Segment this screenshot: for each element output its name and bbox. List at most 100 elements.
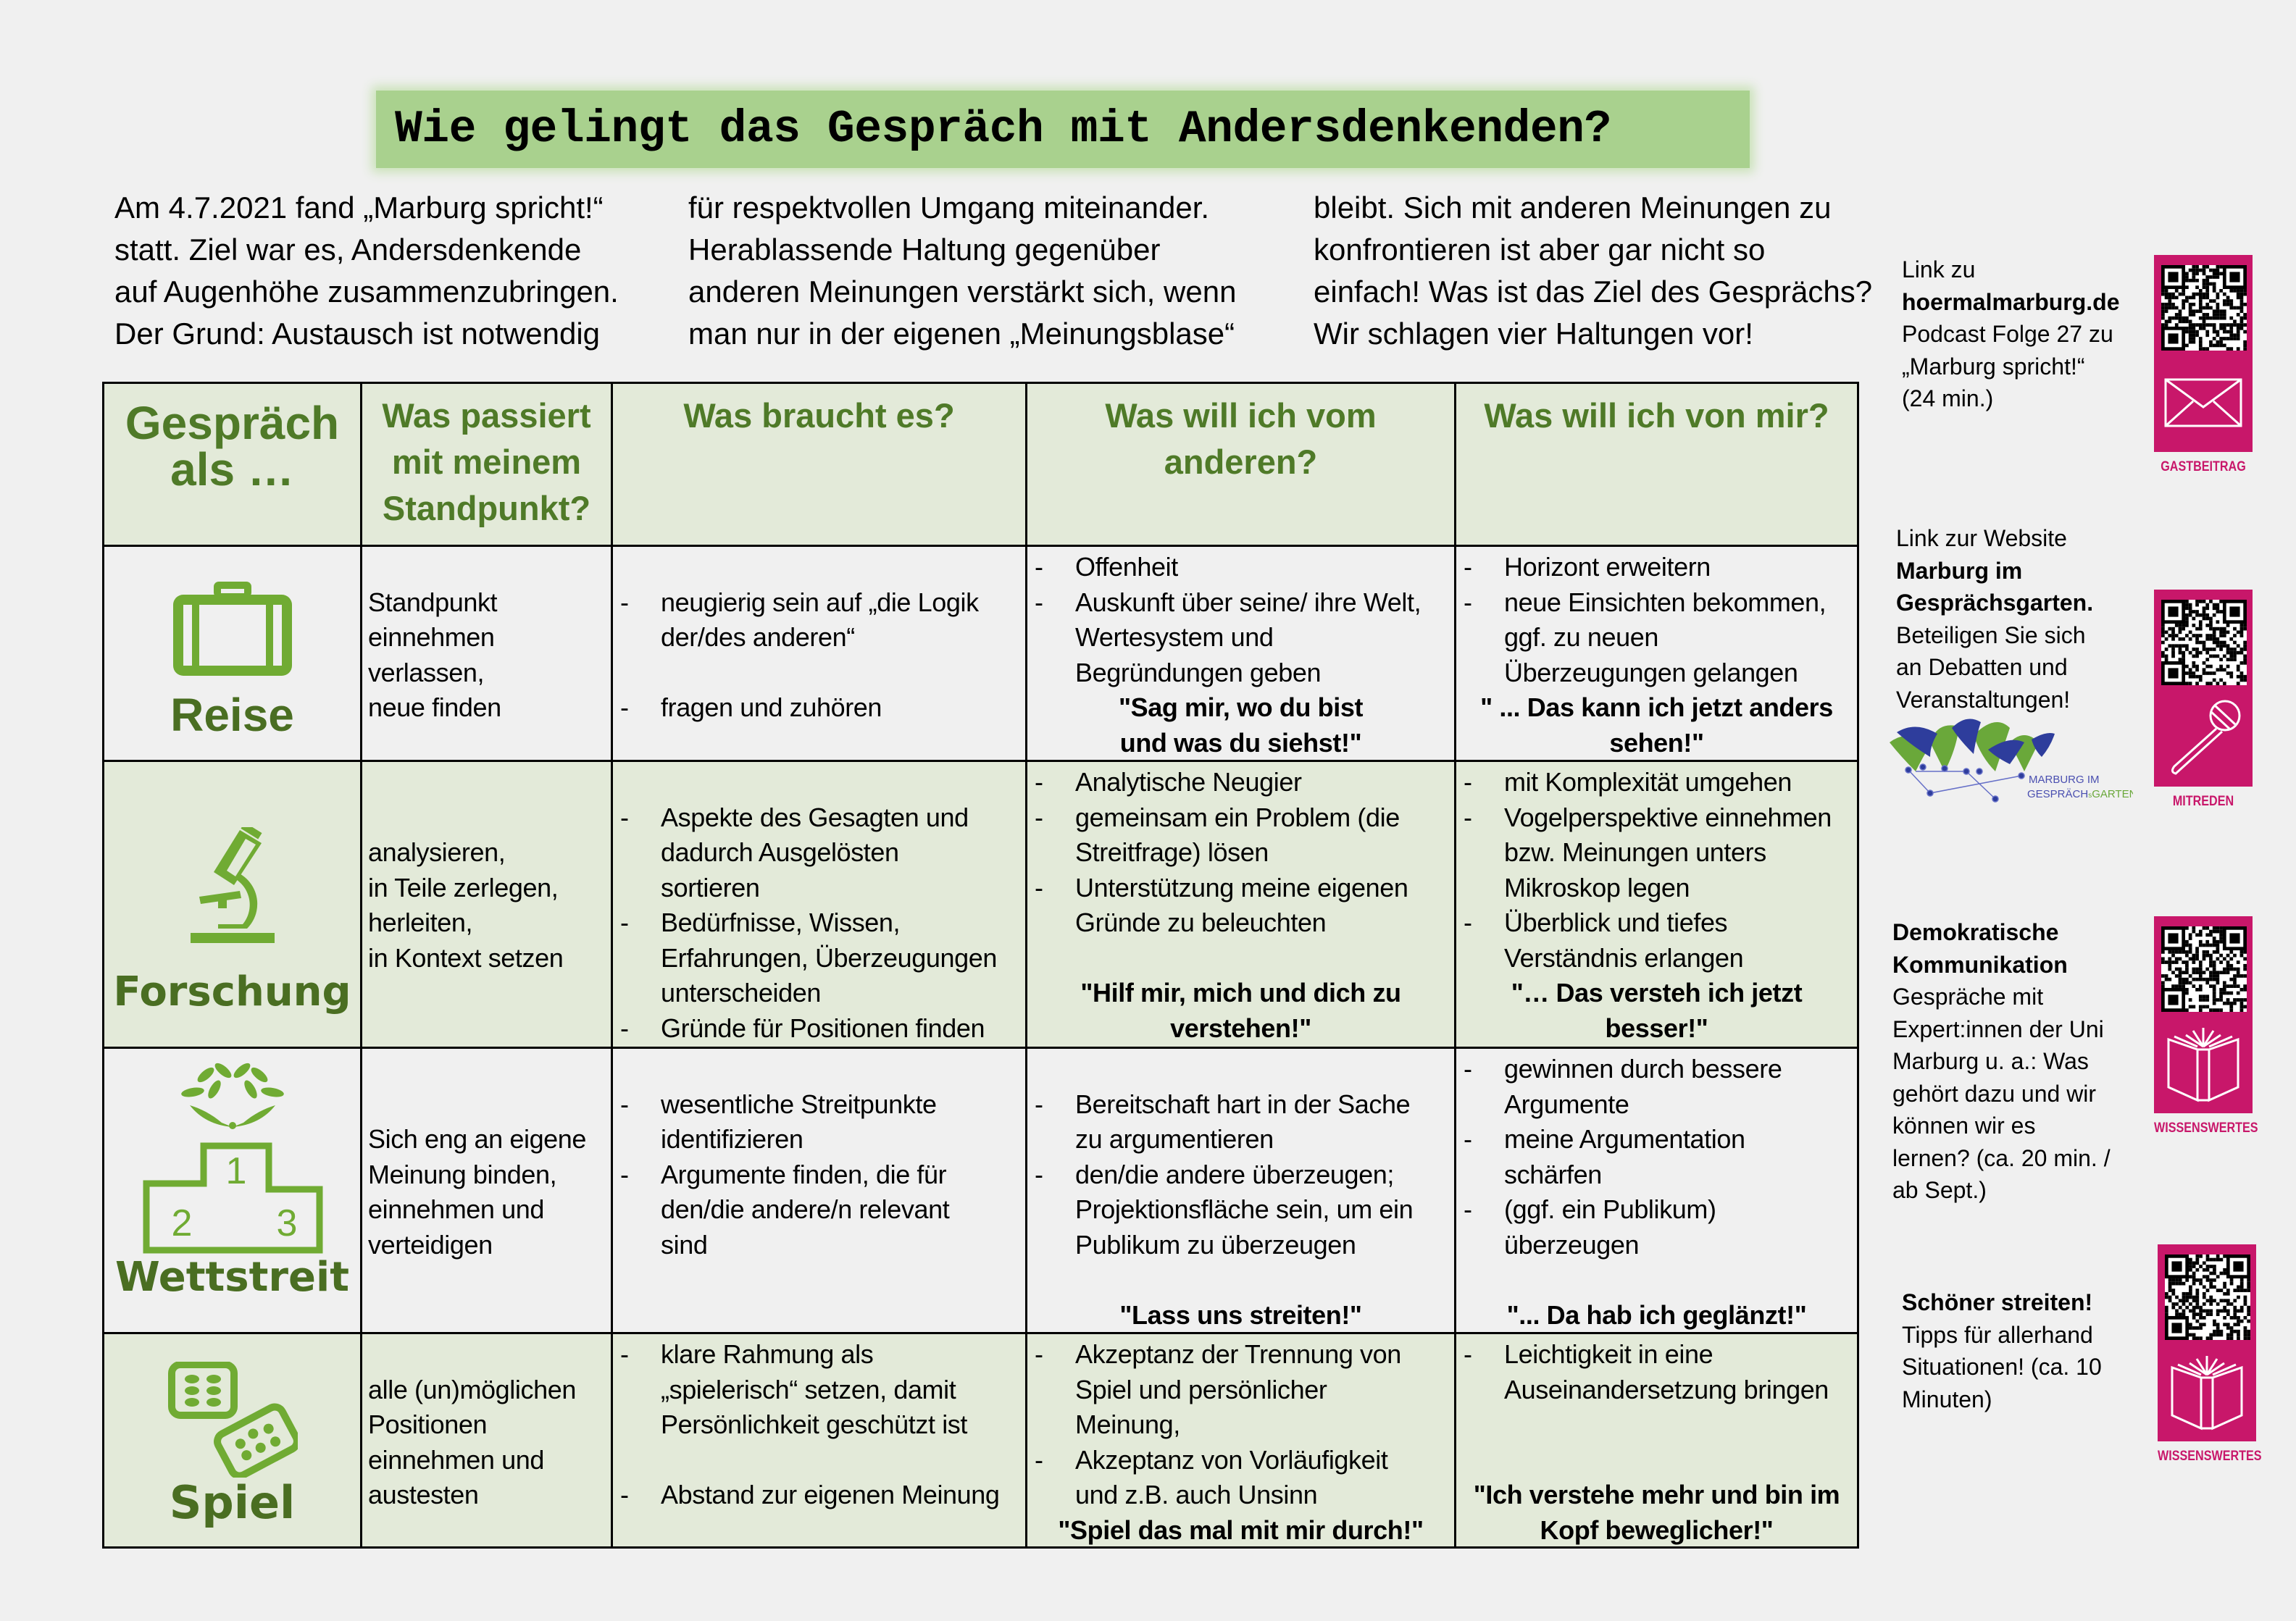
link-title: Demokratische [1892, 919, 2059, 945]
cell-line [362, 800, 611, 836]
qr-code-icon[interactable] [2161, 264, 2247, 351]
cell-line: Standpunkt [368, 587, 498, 617]
table-cell: gewinnen durch bessereArgumentemeine Arg… [1456, 1049, 1857, 1334]
link-title: hoermalmarburg.de [1902, 288, 2120, 315]
qr-code-icon[interactable] [2164, 1254, 2250, 1340]
cell-line: bzw. Meinungen unters [1504, 837, 1766, 867]
quote-line: "Lass uns streiten!" [1119, 1299, 1362, 1330]
link-description: gehört dazu und wir [1892, 1080, 2097, 1107]
logo-text: GESPRÄCH [2027, 788, 2088, 800]
cell-line: Auseinandersetzung bringen [1504, 1374, 1829, 1404]
column-header-line: anderen? [1164, 443, 1318, 481]
column-header-line: Was braucht es? [683, 396, 955, 435]
cell-line: einnehmen und [368, 1194, 545, 1224]
qr-card[interactable] [2154, 590, 2253, 787]
column-header: Was will ich von mir? [1456, 384, 1857, 547]
cell-line [362, 550, 611, 585]
bullet-item: neugierig sein auf „die Logik [613, 585, 1025, 621]
link-description: lernen? (ca. 20 min. / [1892, 1144, 2111, 1171]
microscope-icon [189, 822, 276, 950]
quote-line: besser!" [1605, 1013, 1708, 1043]
cell-line: Erfahrungen, Überzeugungen [661, 942, 997, 973]
cell-line: Streitfrage) lösen [1075, 837, 1269, 867]
qr-code-icon[interactable] [2161, 926, 2247, 1012]
bullet-item: (ggf. ein Publikum) [1456, 1192, 1857, 1228]
cell-line: identifizieren [661, 1124, 803, 1154]
link-description: Tipps für allerhand [1902, 1321, 2093, 1348]
table-cell: wesentliche StreitpunkteidentifizierenAr… [613, 1049, 1027, 1334]
intro-line: Am 4.7.2021 fand „Marburg spricht!“ [114, 190, 604, 225]
cell-line [1456, 1262, 1857, 1298]
qr-card[interactable] [2154, 255, 2253, 452]
table-cell: klare Rahmung als„spielerisch“ setzen, d… [613, 1334, 1027, 1546]
table-cell: analysieren, in Teile zerlegen, herleiten,… [362, 762, 613, 1049]
cell-line: Spiel und persönlicher [1075, 1374, 1327, 1404]
quote-line: und was du siehst!" [1119, 727, 1362, 758]
bullet-item: Argumente finden, die für [613, 1157, 1025, 1193]
link-description: Gespräche mit [1892, 984, 2044, 1010]
intro-column-3: bleibt. Sich mit anderen Meinungen zu kon… [1314, 187, 1872, 355]
qr-card[interactable] [2154, 916, 2253, 1113]
bullet-item: fragen und zuhören [613, 690, 1025, 726]
logo-text: GARTEN [2092, 788, 2133, 800]
cell-line [362, 1052, 611, 1087]
quote-line: sehen!" [1609, 727, 1704, 758]
column-header-line: Standpunkt? [382, 489, 591, 527]
attitudes-table: Gespräch als … Was passiert mit meinem Stand… [102, 382, 1859, 1549]
row-label-text: Reise [170, 689, 294, 741]
bullet-item: meine Argumentation [1456, 1122, 1857, 1157]
column-header: Gespräch als … [104, 384, 362, 547]
link-description: „Marburg spricht!“ [1902, 353, 2085, 380]
table-cell: alle (un)möglichen Positionen einnehmen un… [362, 1334, 613, 1546]
column-header-line: Was will ich vom [1105, 396, 1377, 435]
cell-line: Wertesystem und [1075, 622, 1274, 652]
intro-line: bleibt. Sich mit anderen Meinungen zu [1314, 190, 1832, 225]
bullet-item: den/die andere überzeugen; [1027, 1157, 1454, 1193]
sidebar-link-text[interactable]: Demokratische Kommunikation Gespräche mit E… [1892, 916, 2111, 1207]
intro-line: auf Augenhöhe zusammenzubringen. [114, 275, 619, 309]
bullet-item: mit Komplexität umgehen [1456, 765, 1857, 800]
cell-line: Positionen [368, 1410, 488, 1439]
cell-line: verlassen, [368, 657, 485, 687]
table-cell: Horizont erweiternneue Einsichten bekomm… [1456, 547, 1857, 762]
qr-card-label: WISSENSWERTES [2158, 1449, 2262, 1464]
logo-text: s [2088, 792, 2092, 800]
svg-text:GESPRÄCHsGARTEN: GESPRÄCHsGARTEN [2027, 788, 2133, 800]
cell-line: herleiten, [368, 908, 473, 937]
cell-line [1027, 941, 1454, 976]
sidebar-link-text[interactable]: Link zur Website Marburg im Gesprächsgarte… [1896, 522, 2093, 716]
table-cell: mit Komplexität umgehenVogelperspektive … [1456, 762, 1857, 1049]
intro-line: man nur in der eigenen „Meinungsblase“ [688, 317, 1235, 351]
cell-line [1456, 1407, 1857, 1443]
sidebar-link-text[interactable]: Link zu hoermalmarburg.de Podcast Folge 27… [1902, 254, 2120, 415]
column-header-line: Gespräch [125, 397, 340, 449]
cell-line: einnehmen [368, 622, 495, 652]
qr-code-icon[interactable] [2161, 599, 2247, 685]
cell-line: sind [661, 1229, 708, 1260]
bullet-item: Akzeptanz von Vorläufigkeit [1027, 1443, 1454, 1478]
cell-line [613, 1052, 1025, 1087]
cell-line: sortieren [661, 872, 760, 902]
cell-line: verteidigen [368, 1229, 493, 1260]
cell-line: Gründe zu beleuchten [1075, 908, 1327, 937]
page-title: Wie gelingt das Gespräch mit Andersdenke… [395, 104, 1611, 155]
sidebar-link-text[interactable]: Schöner streiten! Tipps für allerhand Situ… [1902, 1286, 2102, 1415]
table-cell: Standpunkt einnehmen verlassen, neue finden [362, 547, 613, 762]
cell-line: austesten [368, 1480, 479, 1509]
bullet-item: Horizont erweitern [1456, 550, 1857, 585]
link-title: Schöner streiten! [1902, 1289, 2093, 1315]
row-label-text: Wettstreit [115, 1254, 349, 1301]
link-description: Minuten) [1902, 1386, 1992, 1412]
intro-line: Der Grund: Austausch ist notwendig [114, 317, 601, 351]
cell-line: in Kontext setzen [368, 942, 564, 973]
table-cell: OffenheitAuskunft über seine/ ihre Welt,… [1027, 547, 1456, 762]
qr-card[interactable] [2158, 1244, 2256, 1441]
quote-line: "... Da hab ich geglänzt!" [1506, 1299, 1807, 1330]
column-header: Was will ich vom anderen? [1027, 384, 1456, 547]
intro-line: für respektvollen Umgang miteinander. [688, 190, 1210, 225]
bullet-item: Analytische Neugier [1027, 765, 1454, 800]
intro-column-2: für respektvollen Umgang miteinander. Her… [688, 187, 1236, 355]
link-title: Kommunikation [1892, 951, 2068, 978]
